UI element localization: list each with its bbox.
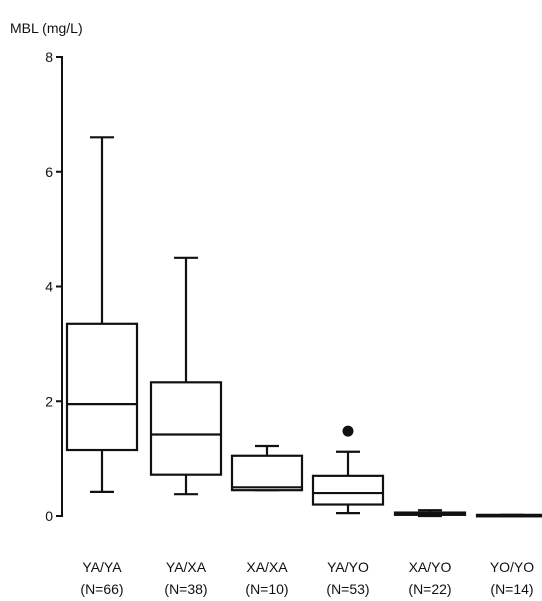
box-ya-xa	[149, 256, 223, 496]
iqr-box	[149, 381, 223, 476]
category-label: YA/XA	[166, 559, 207, 575]
plot-area	[65, 136, 542, 518]
category-label: YA/YO	[327, 559, 369, 575]
category-count-label: (N=38)	[164, 581, 207, 597]
outlier-point	[342, 425, 354, 437]
iqr-box	[311, 474, 385, 506]
y-tick-label-4: 4	[45, 279, 53, 295]
box-ya-yo	[311, 425, 385, 515]
category-count-label: (N=66)	[80, 581, 123, 597]
box-ya-ya	[65, 136, 139, 494]
category-count-label: (N=10)	[245, 581, 288, 597]
y-tick-label-6: 6	[45, 164, 53, 180]
category-labels: YA/YA (N=66) YA/XA (N=38) XA/XA (N=10) YA/YO (N…	[80, 559, 534, 597]
box-yo-yo	[475, 513, 542, 518]
category-count-label: (N=22)	[408, 581, 451, 597]
category-count-label: (N=14)	[490, 581, 533, 597]
y-tick-label-0: 0	[45, 508, 53, 524]
iqr-box	[230, 454, 304, 492]
box-xa-yo	[393, 509, 467, 518]
category-label: YA/YA	[82, 559, 122, 575]
y-tick-label-2: 2	[45, 393, 53, 409]
box-xa-xa	[230, 444, 304, 492]
y-axis: 0 2 4 6 8	[45, 49, 63, 524]
iqr-box	[65, 322, 139, 452]
category-label: YO/YO	[490, 559, 534, 575]
category-label: XA/YO	[409, 559, 452, 575]
category-count-label: (N=53)	[326, 581, 369, 597]
category-label: XA/XA	[246, 559, 288, 575]
y-axis-title: MBL (mg/L)	[10, 20, 83, 36]
y-tick-label-8: 8	[45, 49, 53, 65]
